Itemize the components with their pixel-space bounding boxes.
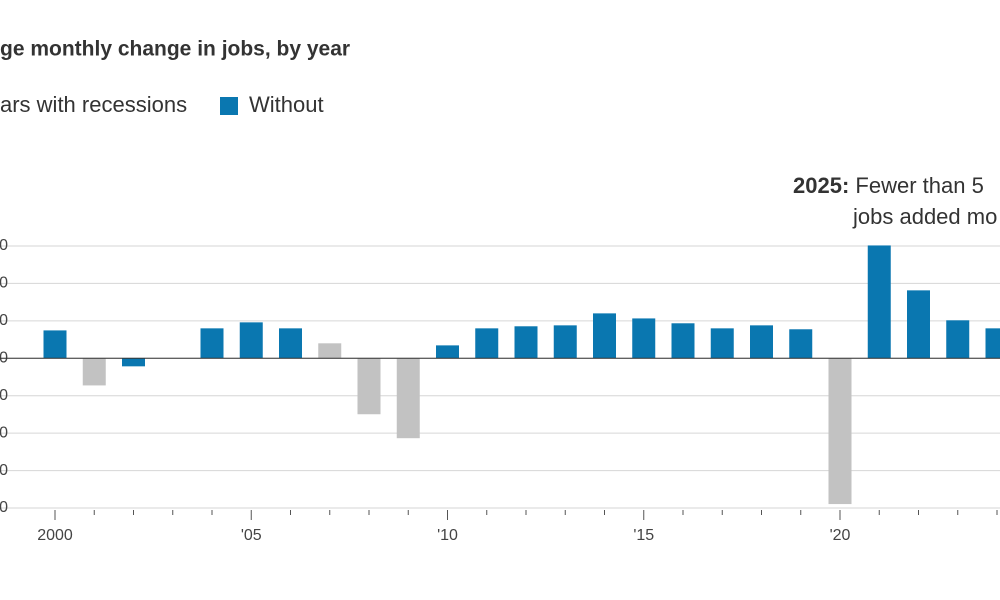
bar — [789, 329, 813, 359]
legend-label: ars with recessions — [0, 92, 187, 117]
bar — [710, 328, 734, 359]
bar — [985, 328, 1000, 359]
bar — [671, 323, 695, 359]
x-tick-label: '05 — [241, 527, 262, 544]
bar — [593, 313, 616, 359]
y-tick-label: -200 — [0, 387, 8, 404]
annotation-text: Fewer than 5 — [855, 173, 983, 198]
annotation-text: jobs added mo — [852, 204, 997, 229]
bar — [318, 343, 342, 359]
y-tick-label: -400 — [0, 424, 8, 441]
bar — [357, 358, 381, 415]
bar — [122, 358, 145, 367]
bar — [828, 358, 852, 505]
y-tick-label: -800 — [0, 499, 8, 516]
bar — [632, 318, 656, 359]
bar — [396, 358, 420, 439]
bar — [82, 358, 106, 386]
bar — [200, 328, 224, 359]
legend-swatch — [220, 97, 238, 115]
y-tick-label: 200 — [0, 312, 8, 329]
bar — [867, 245, 891, 359]
legend-label: Without — [249, 92, 324, 117]
bar — [750, 325, 773, 359]
bar — [553, 325, 577, 359]
y-tick-label: 400 — [0, 275, 8, 292]
y-tick-label: 600 — [0, 237, 8, 254]
annotation-label: 2025: — [793, 173, 849, 198]
bar — [436, 345, 459, 359]
bar — [279, 328, 302, 359]
x-tick-label: 2000 — [37, 527, 73, 544]
x-tick-label: '20 — [830, 527, 851, 544]
x-tick-label: '15 — [633, 527, 654, 544]
bar — [907, 290, 930, 359]
bar — [475, 328, 499, 359]
bar — [43, 330, 67, 359]
chart-title: ge monthly change in jobs, by year — [0, 38, 350, 61]
x-tick-label: '10 — [437, 527, 458, 544]
bar — [239, 322, 263, 359]
bar — [514, 326, 538, 359]
annotation: 2025: Fewer than 5 — [793, 173, 984, 198]
bar — [946, 320, 970, 359]
y-tick-label: -600 — [0, 462, 8, 479]
